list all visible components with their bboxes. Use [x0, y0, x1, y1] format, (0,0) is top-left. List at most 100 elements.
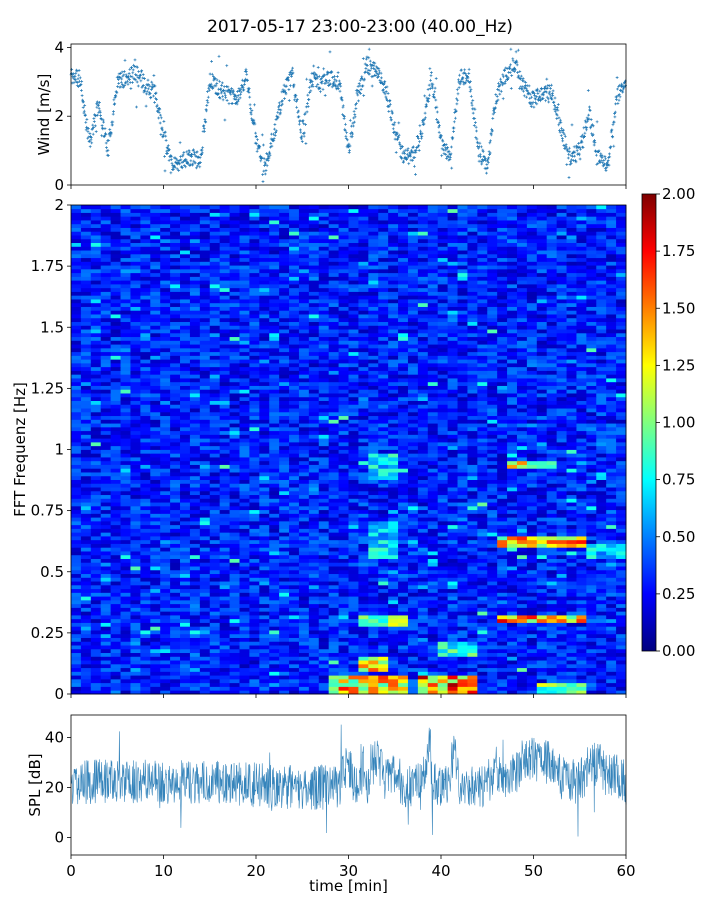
heatmap-cell: [536, 520, 548, 526]
heatmap-cell: [229, 378, 240, 383]
heatmap-cell: [180, 599, 191, 605]
heatmap-cell: [576, 415, 587, 420]
heatmap-cell: [417, 438, 429, 443]
heatmap-cell: [189, 498, 201, 503]
heatmap-cell: [160, 434, 171, 439]
heatmap-cell: [437, 536, 449, 541]
heatmap-cell: [100, 686, 112, 691]
heatmap-cell: [507, 618, 518, 623]
heatmap-cell: [318, 479, 330, 484]
heatmap-cell: [239, 374, 250, 379]
heatmap-cell: [437, 524, 449, 529]
heatmap-cell: [229, 592, 240, 597]
heatmap-cell: [239, 618, 250, 623]
heatmap-cell: [576, 675, 587, 680]
heatmap-cell: [417, 656, 429, 661]
heatmap-cell: [130, 479, 141, 484]
heatmap-cell: [417, 690, 429, 695]
heatmap-cell: [259, 415, 270, 420]
heatmap-cell: [289, 509, 300, 514]
heatmap-cell: [526, 648, 538, 654]
heatmap-cell: [289, 423, 300, 428]
heatmap-cell: [71, 573, 82, 578]
heatmap-cell: [189, 359, 201, 364]
heatmap-cell: [427, 678, 439, 684]
heatmap-cell: [556, 577, 567, 582]
heatmap-cell: [378, 558, 389, 563]
heatmap-cell: [318, 539, 330, 544]
heatmap-cell: [219, 584, 230, 590]
heatmap-cell: [219, 566, 230, 571]
heatmap-cell: [130, 652, 141, 657]
heatmap-cell: [160, 645, 171, 650]
heatmap-cell: [338, 551, 349, 556]
heatmap-cell: [546, 599, 558, 605]
heatmap-cell: [556, 682, 567, 687]
wind-axes-frame: [70, 43, 627, 186]
heatmap-cell: [328, 630, 339, 635]
heatmap-cell: [507, 599, 518, 605]
heatmap-cell: [110, 630, 121, 635]
heatmap-cell: [457, 588, 468, 593]
heatmap-cell: [457, 441, 468, 447]
heatmap-cell: [150, 438, 161, 443]
heatmap-cell: [566, 528, 577, 533]
heatmap-cell: [80, 362, 92, 368]
heatmap-cell: [358, 618, 369, 623]
heatmap-cell: [427, 663, 439, 669]
heatmap-cell: [586, 487, 597, 492]
heatmap-cell: [249, 479, 260, 484]
heatmap-cell: [150, 637, 161, 642]
heatmap-cell: [526, 584, 538, 590]
heatmap-cell: [338, 577, 349, 582]
heatmap-cell: [140, 641, 151, 646]
heatmap-cell: [358, 656, 369, 661]
heatmap-cell: [407, 517, 419, 522]
heatmap-cell: [259, 464, 270, 469]
heatmap-cell: [318, 483, 330, 488]
heatmap-cell: [427, 675, 439, 680]
heatmap-cell: [269, 517, 280, 522]
heatmap-cell: [546, 686, 558, 691]
heatmap-cell: [507, 637, 518, 642]
heatmap-cell: [606, 652, 617, 657]
heatmap-cell: [229, 381, 240, 386]
heatmap-cell: [308, 400, 320, 405]
heatmap-cell: [160, 520, 171, 526]
heatmap-cell: [437, 457, 449, 462]
heatmap-cell: [616, 460, 627, 465]
heatmap-cell: [516, 558, 528, 563]
heatmap-cell: [110, 551, 121, 556]
heatmap-cell: [616, 520, 627, 526]
heatmap-cell: [308, 630, 320, 635]
heatmap-cell: [130, 592, 141, 597]
heatmap-cell: [457, 426, 468, 432]
heatmap-cell: [616, 573, 627, 578]
heatmap-cell: [536, 505, 548, 511]
heatmap-cell: [239, 419, 250, 424]
heatmap-cell: [239, 581, 250, 586]
heatmap-cell: [308, 426, 320, 432]
heatmap-cell: [576, 573, 587, 578]
heatmap-cell: [120, 573, 131, 578]
heatmap-cell: [606, 543, 617, 548]
heatmap-cell: [90, 472, 102, 477]
heatmap-cell: [388, 498, 399, 503]
heatmap-cell: [596, 656, 607, 661]
heatmap-cell: [239, 434, 250, 439]
heatmap-cell: [417, 671, 429, 676]
heatmap-cell: [298, 558, 310, 563]
heatmap-cell: [596, 453, 607, 458]
heatmap-cell: [328, 615, 339, 620]
heatmap-cell: [556, 543, 567, 548]
heatmap-cell: [497, 378, 508, 383]
heatmap-cell: [140, 430, 151, 435]
heatmap-cell: [160, 663, 171, 669]
heatmap-cell: [71, 434, 82, 439]
heatmap-cell: [536, 532, 548, 537]
heatmap-cell: [189, 637, 201, 642]
heatmap-cell: [170, 645, 181, 650]
heatmap-cell: [189, 678, 201, 684]
heatmap-cell: [289, 487, 300, 492]
heatmap-cell: [516, 682, 528, 687]
